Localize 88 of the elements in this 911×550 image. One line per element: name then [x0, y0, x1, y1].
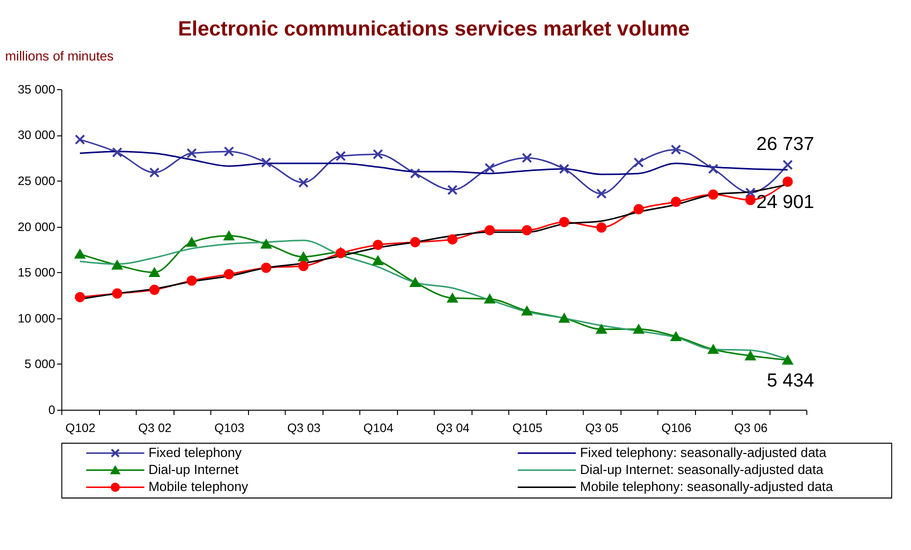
point: [522, 152, 532, 164]
point: [634, 157, 644, 168]
point: [298, 177, 309, 188]
point: [745, 351, 756, 360]
y-tick-label: 25 000: [18, 174, 56, 188]
chart-title: Electronic communications services market volume: [178, 17, 690, 40]
data-label: 24 901: [756, 191, 814, 212]
legend-label: Fixed telephony: [148, 444, 242, 460]
point: [708, 164, 718, 174]
point: [372, 149, 384, 160]
data-label: 5 434: [766, 369, 814, 390]
y-tick-label: 5 000: [24, 357, 56, 372]
point: [745, 194, 756, 206]
line-series: [79, 150, 788, 176]
point: [186, 238, 197, 247]
x-tick-label: Q3 03: [287, 420, 321, 435]
point: [634, 204, 644, 214]
point: [261, 262, 272, 273]
y-tick-label: 30 000: [18, 128, 56, 142]
point: [447, 184, 458, 196]
point: [559, 164, 570, 174]
x-tick-label: Q102: [65, 420, 96, 435]
point: [708, 344, 718, 354]
point: [224, 146, 234, 157]
x-tick-label: Q103: [214, 420, 245, 435]
point: [670, 332, 682, 342]
x-tick-label: Q3 06: [734, 420, 768, 435]
point: [596, 324, 607, 334]
point: [559, 216, 570, 228]
y-tick-label: 20 000: [18, 220, 56, 234]
point: [336, 150, 346, 162]
point: [708, 189, 718, 200]
point: [261, 239, 272, 249]
point: [634, 324, 644, 334]
point: [298, 252, 309, 262]
point: [186, 148, 197, 158]
y-tick-label: 35 000: [18, 82, 56, 96]
point: [410, 168, 420, 179]
point: [596, 188, 607, 199]
point: [372, 240, 384, 250]
point: [298, 260, 309, 272]
point: [149, 167, 160, 178]
point: [484, 162, 495, 174]
point: [410, 237, 420, 248]
point: [745, 188, 756, 198]
point: [261, 157, 272, 168]
point: [782, 160, 793, 170]
point: [596, 222, 607, 233]
point: [484, 294, 495, 304]
point: [522, 225, 532, 236]
point: [447, 234, 458, 245]
x-tick-label: Q3 05: [585, 420, 619, 435]
legend-label: Dial-up Internet: [148, 462, 239, 477]
legend-label: Dial-up Internet: seasonally-adjusted data: [580, 462, 824, 477]
point: [670, 144, 682, 155]
point: [112, 260, 122, 270]
point: [149, 268, 160, 277]
legend-label: Fixed telephony: seasonally-adjusted data: [580, 444, 827, 460]
point: [74, 292, 86, 302]
point: [410, 278, 420, 288]
legend-label: Mobile telephony: [148, 479, 249, 494]
point: [522, 306, 532, 316]
data-label: 26 737: [756, 132, 814, 154]
point: [447, 293, 458, 303]
x-tick-label: Q104: [363, 420, 394, 435]
point: [186, 275, 197, 286]
point: [112, 288, 122, 299]
point: [484, 225, 495, 236]
point: [74, 134, 86, 145]
x-tick-label: Q3 02: [138, 420, 172, 435]
point: [782, 176, 793, 187]
point: [149, 284, 160, 295]
x-tick-label: Q105: [512, 420, 543, 435]
y-tick-label: 15 000: [18, 266, 56, 280]
point: [224, 231, 234, 240]
point: [224, 269, 234, 280]
legend-label: Mobile telephony: seasonally-adjusted data: [580, 479, 834, 494]
y-tick-label: 0: [48, 403, 56, 418]
y-tick-label: 10 000: [18, 311, 56, 326]
point: [112, 147, 122, 158]
point: [74, 249, 86, 259]
point: [670, 196, 682, 207]
point: [372, 256, 384, 266]
x-tick-label: Q3 04: [436, 420, 470, 435]
point: [782, 355, 793, 365]
x-tick-label: Q106: [661, 420, 692, 435]
y-axis-title: millions of minutes: [5, 48, 114, 64]
point: [559, 314, 570, 323]
